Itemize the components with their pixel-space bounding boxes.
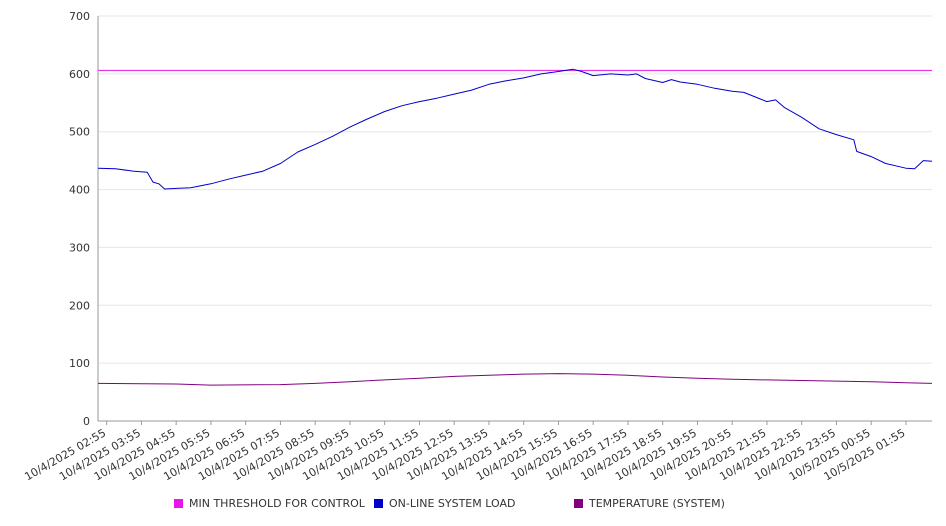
system-load-line: [97, 68, 933, 190]
legend-label-system-load: ON-LINE SYSTEM LOAD: [389, 497, 516, 510]
y-tick-label: 700: [69, 10, 90, 23]
y-tick-label: 200: [69, 299, 90, 312]
y-tick-label: 0: [83, 415, 90, 428]
y-tick-label: 100: [69, 357, 90, 370]
grid-lines: [98, 15, 932, 364]
y-tick-label: 300: [69, 241, 90, 254]
legend-item-system-load[interactable]: ON-LINE SYSTEM LOAD: [374, 497, 515, 510]
legend-swatch-temperature: [574, 499, 583, 508]
y-tick-label: 600: [69, 68, 90, 81]
temperature-line: [97, 373, 933, 386]
legend-swatch-system-load: [374, 499, 383, 508]
axes: [97, 16, 932, 425]
series-lines: [97, 68, 933, 386]
legend-label-temperature: TEMPERATURE (SYSTEM): [589, 497, 725, 510]
y-tick-labels: 0 100 200 300 400 500 600 700: [69, 10, 90, 428]
legend-swatch-min-threshold: [174, 499, 183, 508]
y-tick-label: 500: [69, 126, 90, 139]
legend-item-min-threshold[interactable]: MIN THRESHOLD FOR CONTROL: [174, 497, 365, 510]
legend-item-temperature[interactable]: TEMPERATURE (SYSTEM): [574, 497, 725, 510]
legend-label-min-threshold: MIN THRESHOLD FOR CONTROL: [189, 497, 365, 510]
y-tick-label: 400: [69, 184, 90, 197]
legend: MIN THRESHOLD FOR CONTROL ON-LINE SYSTEM…: [0, 497, 946, 515]
